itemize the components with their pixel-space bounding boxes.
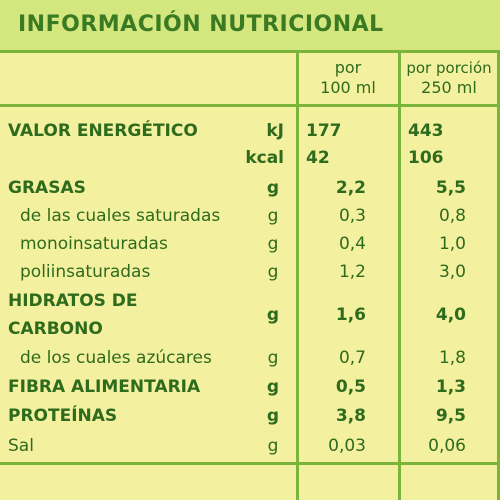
unit-label: g — [266, 178, 280, 198]
nutrient-label: Sal — [8, 436, 34, 456]
value-per-serving: 0,06 — [428, 436, 466, 456]
table-row: GRASAS g 2,2 5,5 — [0, 175, 500, 201]
table-row: poliinsaturadas g 1,2 3,0 — [0, 259, 500, 285]
value-per-serving: 3,0 — [438, 262, 466, 282]
nutrient-label: GRASAS — [8, 178, 86, 198]
value-per-serving: 443 — [408, 121, 444, 141]
value-per-serving: 1,8 — [438, 348, 466, 368]
column-header-per-serving: por porción 250 ml — [400, 58, 498, 98]
nutrient-label: monoinsaturadas — [20, 234, 168, 254]
value-per-serving: 9,5 — [435, 406, 466, 426]
unit-label: g — [266, 377, 280, 397]
column-divider — [497, 50, 500, 500]
table-row: g 1,6 4,0 — [0, 302, 500, 328]
nutrient-label: VALOR ENERGÉTICO — [8, 121, 198, 141]
footer-divider — [0, 462, 500, 465]
column-divider — [398, 50, 401, 500]
table-row: HIDRATOS DE — [0, 288, 500, 314]
label-title: INFORMACIÓN NUTRICIONAL — [18, 12, 384, 37]
value-per-serving: 1,3 — [435, 377, 466, 397]
column-header-line: 100 ml — [320, 78, 376, 97]
nutrient-label: de los cuales azúcares — [20, 348, 212, 368]
value-per100: 1,6 — [335, 305, 366, 325]
nutrient-label: HIDRATOS DE — [8, 291, 138, 311]
value-per100: 0,5 — [335, 377, 366, 397]
table-row: monoinsaturadas g 0,4 1,0 — [0, 231, 500, 257]
unit-label: g — [267, 348, 279, 368]
nutrient-label: FIBRA ALIMENTARIA — [8, 377, 201, 397]
value-per100: 3,8 — [335, 406, 366, 426]
column-header-per100: por 100 ml — [300, 58, 396, 98]
value-per100: 0,03 — [328, 436, 366, 456]
label-header: INFORMACIÓN NUTRICIONAL — [0, 0, 500, 53]
value-per-serving: 1,0 — [438, 234, 466, 254]
nutrient-label: CARBONO — [8, 319, 103, 339]
unit-label: g — [267, 436, 279, 456]
value-per100: 42 — [306, 148, 330, 168]
table-row: kcal 42 106 — [0, 145, 500, 171]
table-row: PROTEÍNAS g 3,8 9,5 — [0, 403, 500, 429]
table-row: de las cuales saturadas g 0,3 0,8 — [0, 203, 500, 229]
unit-label: g — [266, 305, 280, 325]
table-row: FIBRA ALIMENTARIA g 0,5 1,3 — [0, 374, 500, 400]
value-per100: 177 — [306, 121, 342, 141]
value-per100: 0,4 — [338, 234, 366, 254]
header-divider — [0, 104, 500, 107]
nutrient-label: de las cuales saturadas — [20, 206, 221, 226]
unit-label: g — [267, 234, 279, 254]
value-per100: 0,7 — [338, 348, 366, 368]
value-per-serving: 0,8 — [438, 206, 466, 226]
table-row: CARBONO — [0, 316, 500, 342]
column-header-line: 250 ml — [421, 78, 477, 97]
value-per100: 0,3 — [338, 206, 366, 226]
column-header-line: por — [334, 58, 362, 77]
unit-label: g — [267, 206, 279, 226]
value-per-serving: 106 — [408, 148, 444, 168]
column-divider — [296, 50, 299, 500]
nutrient-label: PROTEÍNAS — [8, 406, 118, 426]
value-per-serving: 5,5 — [435, 178, 466, 198]
value-per100: 1,2 — [338, 262, 366, 282]
unit-label: g — [267, 262, 279, 282]
unit-label: kcal — [245, 148, 284, 168]
table-row: VALOR ENERGÉTICO kJ 177 443 — [0, 118, 500, 144]
column-header-line: por porción — [406, 59, 492, 77]
table-row: Sal g 0,03 0,06 — [0, 433, 500, 459]
unit-label: g — [266, 406, 280, 426]
value-per-serving: 4,0 — [435, 305, 466, 325]
value-per100: 2,2 — [335, 178, 366, 198]
unit-label: kJ — [266, 121, 284, 141]
table-row: de los cuales azúcares g 0,7 1,8 — [0, 345, 500, 371]
nutrient-label: poliinsaturadas — [20, 262, 151, 282]
